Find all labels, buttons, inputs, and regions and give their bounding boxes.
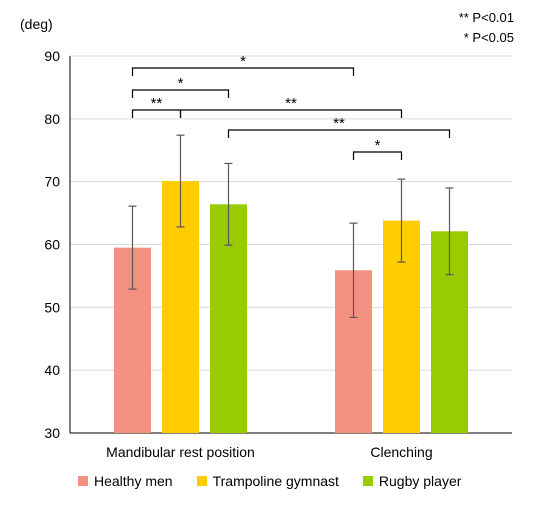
legend-swatch (196, 476, 207, 486)
y-tick-label: 30 (44, 425, 60, 441)
x-category-label: Clenching (370, 444, 432, 460)
significance-marker: ** (333, 115, 345, 132)
legend-item-trampoline-gymnast: Trampoline gymnast (196, 473, 339, 489)
y-tick-label: 80 (44, 111, 60, 127)
significance-marker: * (375, 137, 381, 154)
legend-item-healthy-men: Healthy men (78, 473, 173, 489)
y-tick-label: 40 (44, 362, 60, 378)
y-tick-label: 50 (44, 299, 60, 315)
y-axis-unit-label: (deg) (20, 16, 53, 32)
significance-bracket (131, 67, 355, 76)
legend-label: Trampoline gymnast (212, 473, 339, 489)
significance-note-p005: * P<0.05 (463, 30, 514, 45)
significance-note-p001: ** P<0.01 (458, 10, 514, 25)
legend-label: Rugby player (378, 473, 462, 489)
significance-marker: ** (151, 95, 163, 112)
significance-bracket (352, 151, 403, 160)
legend-swatch (362, 476, 373, 486)
y-tick-label: 70 (44, 174, 60, 190)
significance-bracket (131, 89, 230, 98)
y-tick-label: 90 (44, 48, 60, 64)
y-tick-label: 60 (44, 237, 60, 253)
significance-marker: * (240, 53, 246, 70)
chart-legend: Healthy men Trampoline gymnast Rugby pla… (78, 473, 461, 489)
legend-item-rugby-player: Rugby player (362, 473, 462, 489)
significance-marker: ** (285, 95, 297, 112)
significance-bracket (227, 129, 451, 138)
legend-label: Healthy men (94, 473, 173, 489)
significance-marker: * (178, 75, 184, 92)
x-category-label: Mandibular rest position (106, 444, 255, 460)
legend-swatch (78, 476, 88, 486)
significance-bracket (179, 109, 403, 118)
